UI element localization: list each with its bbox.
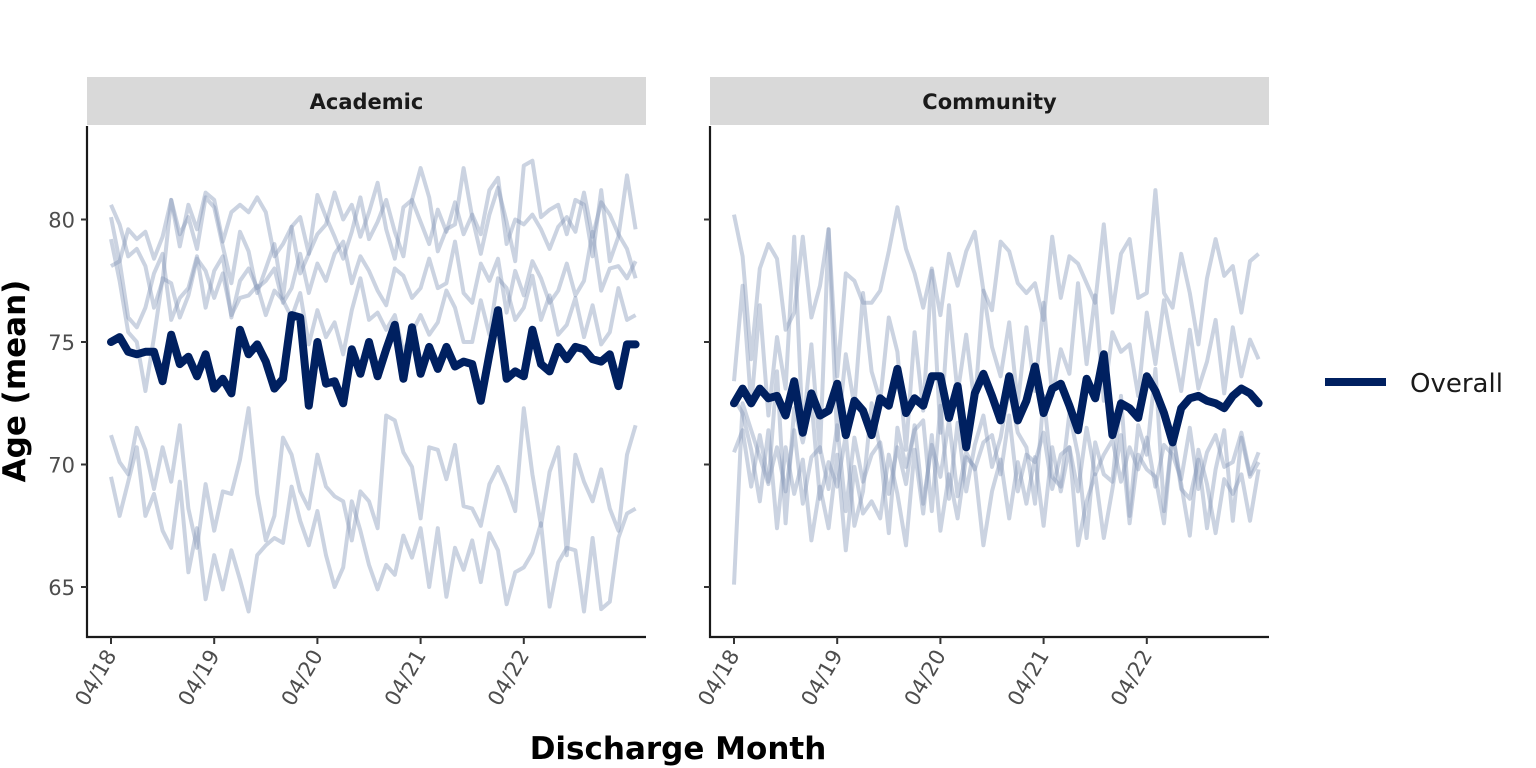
overall-line-academic — [107, 306, 640, 410]
panel-academic: Academic 65 70 75 80 04/18 04/19 04/20 04/21 04/2… — [48, 77, 646, 710]
strip-academic — [87, 77, 646, 125]
x-tick-label-community-4: 04/22 — [1106, 646, 1157, 710]
x-tick-label-academic-1: 04/19 — [173, 646, 224, 710]
hospital-line-academic-6 — [109, 445, 637, 614]
strip-community — [710, 77, 1269, 125]
hospital-line-academic-5 — [109, 406, 638, 558]
y-tick-label-80: 80 — [48, 209, 75, 233]
x-tick-label-community-2: 04/20 — [900, 646, 951, 710]
legend-label-overall: Overall — [1410, 369, 1503, 399]
hospital-line-community-1 — [732, 188, 1260, 379]
x-tick-label-academic-3: 04/21 — [380, 646, 431, 710]
y-tick-label-65: 65 — [48, 576, 75, 600]
legend: Overall — [1325, 369, 1503, 399]
y-tick-label-70: 70 — [48, 454, 75, 478]
x-tick-label-community-0: 04/18 — [693, 646, 744, 710]
x-tick-label-academic-4: 04/22 — [483, 646, 534, 710]
y-tick-label-75: 75 — [48, 331, 75, 355]
hospital-line-academic-1 — [109, 158, 638, 310]
x-tick-label-community-3: 04/21 — [1003, 646, 1054, 710]
hospital-line-academic-4 — [109, 238, 637, 393]
x-tick-label-community-1: 04/19 — [796, 646, 847, 710]
hospital-line-community-4 — [732, 397, 1261, 553]
hospital-line-academic-2 — [110, 175, 638, 279]
x-tick-label-academic-0: 04/18 — [70, 646, 121, 710]
x-axis-title: Discharge Month — [530, 731, 827, 767]
overall-line-community — [730, 350, 1263, 452]
hospital-line-academic-3 — [109, 216, 638, 330]
x-tick-label-academic-2: 04/20 — [277, 646, 328, 710]
strip-title-community: Community — [922, 90, 1057, 114]
y-axis-title: Age (mean) — [0, 280, 33, 483]
panel-community: Community 04/18 04/19 04/20 04/21 04/22 — [693, 77, 1269, 710]
hospital-line-community-5 — [732, 413, 1261, 514]
strip-title-academic: Academic — [310, 90, 424, 114]
